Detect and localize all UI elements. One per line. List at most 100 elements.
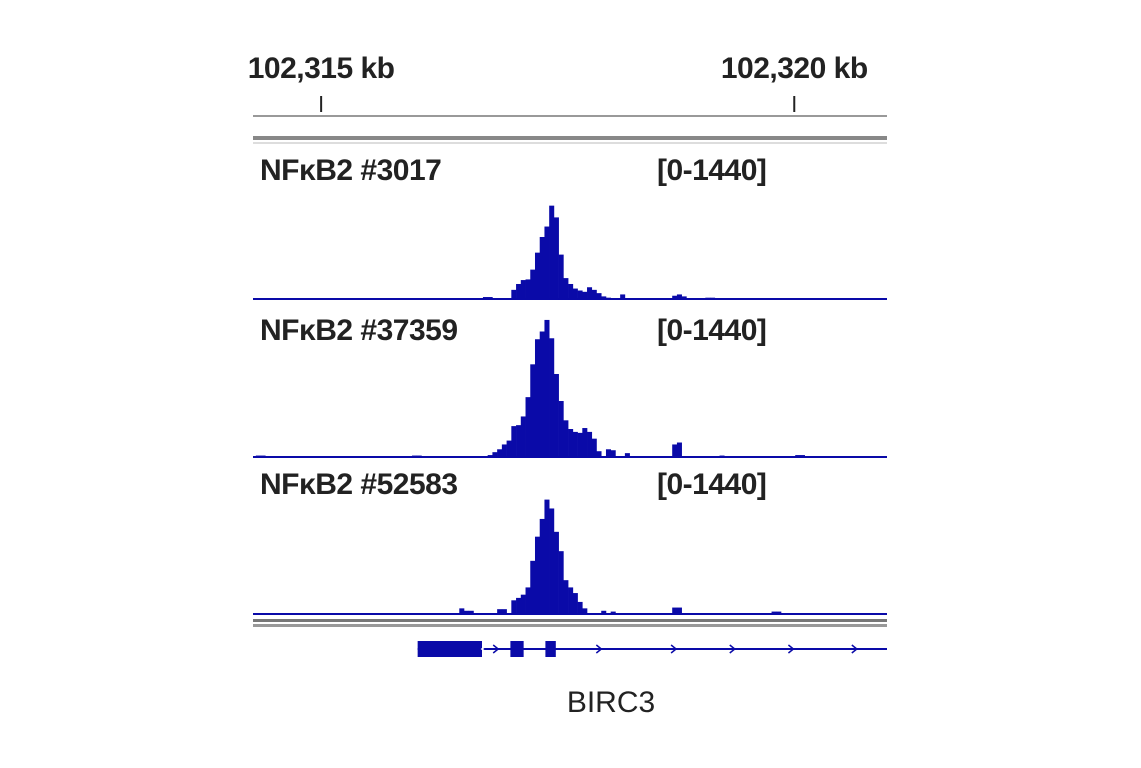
signal-bar (511, 289, 517, 299)
ruler-tick-label: 102,320 kb (721, 52, 868, 85)
signal-bar (610, 611, 616, 614)
signal-bar (572, 288, 578, 299)
signal-bar (497, 449, 503, 457)
signal-bar (672, 444, 678, 457)
gene-exon (510, 641, 524, 657)
signal-bar (572, 593, 578, 614)
strand-arrow-icon (787, 644, 795, 654)
track-name-label: NFκB2 #52583 (260, 468, 458, 501)
signal-bar (497, 609, 503, 614)
signal-bar (601, 610, 607, 614)
strand-arrow-icon (595, 644, 603, 654)
bottom-divider (253, 619, 887, 622)
signal-bar (549, 338, 555, 457)
track-range-label: [0-1440] (657, 154, 766, 187)
signal-bar (572, 431, 578, 457)
signal-bar (601, 296, 607, 299)
signal-bar (525, 587, 531, 614)
signal-bar (549, 205, 555, 299)
signal-bar (681, 296, 687, 299)
signal-bar (520, 416, 526, 457)
signal-bar (534, 536, 541, 614)
track-range-label: [0-1440] (657, 314, 766, 347)
track-name-label: NFκB2 #3017 (260, 154, 441, 187)
signal-bar (520, 594, 526, 614)
signal-bar (620, 294, 626, 299)
signal-bar (534, 339, 541, 457)
signal-bar (563, 278, 569, 299)
signal-bar (577, 601, 583, 614)
signal-bar (516, 283, 522, 299)
signal-bar (511, 426, 517, 457)
signal-bar (582, 608, 588, 614)
gene-exon (417, 641, 482, 657)
track-range-label: [0-1440] (657, 468, 766, 501)
signal-bar (676, 442, 682, 457)
signal-bar (534, 252, 541, 299)
signal-bar (605, 449, 611, 457)
track-name-label: NFκB2 #37359 (260, 314, 458, 347)
signal-bar (587, 431, 593, 457)
signal-bar (771, 611, 777, 614)
signal-bar (553, 373, 559, 457)
signal-bar (563, 580, 569, 614)
signal-bar (539, 236, 545, 299)
signal-bar (568, 283, 574, 299)
strand-arrow-icon (851, 644, 859, 654)
signal-bar (672, 607, 678, 614)
signal-bar (492, 452, 498, 457)
signal-bar (672, 295, 678, 299)
signal-bar (530, 560, 536, 614)
signal-bar (506, 440, 512, 457)
signal-bar (530, 269, 536, 300)
ruler-tick-label: 102,315 kb (248, 52, 395, 85)
signal-bar (558, 551, 564, 614)
signal-bar (539, 331, 545, 457)
strand-arrow-icon (492, 644, 500, 654)
signal-bar (530, 364, 536, 457)
signal-bar (516, 425, 522, 457)
signal-bar (544, 226, 550, 299)
signal-bar (459, 608, 465, 614)
signal-bar (568, 429, 574, 457)
signal-bar (624, 453, 630, 457)
signal-bar (776, 611, 782, 614)
signal-bar (577, 290, 583, 299)
signal-bar (544, 319, 550, 457)
signal-bar (596, 451, 602, 457)
signal-bar (520, 280, 526, 299)
gene-exon (545, 641, 556, 657)
signal-bar (464, 610, 470, 614)
signal-bar (587, 287, 593, 299)
signal-bar (582, 428, 588, 457)
strand-arrow-icon (729, 644, 736, 654)
signal-bar (558, 401, 564, 457)
strand-arrow-icon (480, 644, 488, 654)
signal-bar (582, 291, 588, 299)
signal-bar (544, 499, 550, 614)
signal-bar (501, 609, 507, 614)
signal-bar (591, 438, 597, 457)
signal-bar (525, 279, 531, 299)
signal-bar (525, 397, 531, 457)
signal-bar (558, 254, 564, 299)
signal-bar (676, 607, 682, 614)
signal-bar (591, 289, 597, 299)
signal-bar (553, 217, 559, 299)
signal-bar (553, 531, 559, 614)
signal-bar (676, 294, 682, 299)
gene-name-label: BIRC3 (567, 686, 655, 719)
bottom-divider-lower (253, 624, 887, 627)
signal-bar (563, 420, 569, 457)
signal-bar (539, 518, 545, 614)
strand-arrow-icon (670, 644, 678, 654)
top-divider (253, 136, 887, 140)
signal-bar (516, 597, 522, 614)
signal-bar (577, 432, 583, 457)
signal-bar (596, 293, 602, 300)
signal-bar (468, 610, 474, 614)
signal-bar (549, 508, 555, 614)
signal-bar (610, 450, 616, 457)
